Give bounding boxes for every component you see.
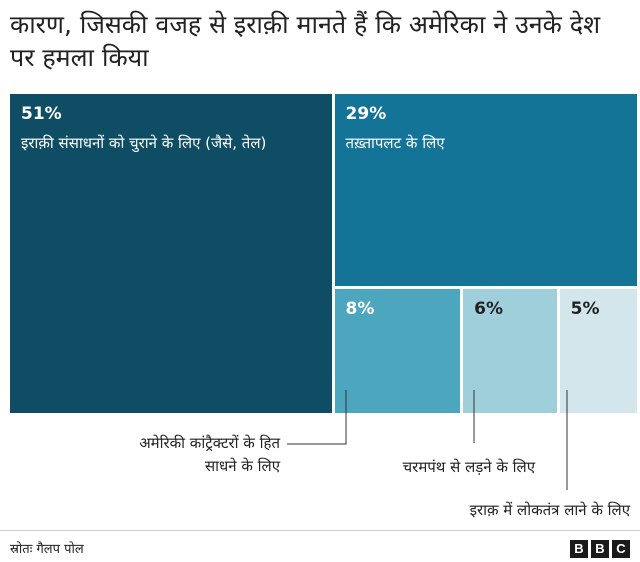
tile-democracy-percent: 5% xyxy=(570,298,600,319)
tile-coup: 29% तख़्तापलट के लिए xyxy=(334,94,640,289)
annotation-democracy: इराक़ में लोकतंत्र लाने के लिए xyxy=(469,501,630,519)
annotation-extremism: चरमपंथ से लड़ने के लिए xyxy=(402,458,535,476)
tile-coup-label: तख़्तापलट के लिए xyxy=(345,134,445,152)
tile-democracy: 5% xyxy=(559,288,640,416)
tile-extremism: 6% xyxy=(463,288,560,416)
tile-resources: 51% इराक़ी संसाधनों को चुराने के लिए (जै… xyxy=(10,94,335,416)
leader-line-contractors xyxy=(287,390,347,445)
annotation-contractors-line2: साधने के लिए xyxy=(205,457,280,475)
chart-title: कारण, जिसकी वजह से इराक़ी मानते हैं कि अ… xyxy=(10,10,601,72)
bbc-logo-letter-1: B xyxy=(570,540,588,558)
footer-divider xyxy=(0,530,640,531)
tile-resources-label: इराक़ी संसाधनों को चुराने के लिए (जैसे, … xyxy=(21,134,267,152)
tile-contractors: 8% xyxy=(334,288,464,416)
tile-extremism-percent: 6% xyxy=(474,298,504,319)
source-text: स्रोतः गैलप पोल xyxy=(10,542,84,557)
bbc-logo-letter-2: B xyxy=(591,540,609,558)
annotation-contractors: अमेरिकी कांट्रैक्टरों के हित साधने के लि… xyxy=(0,432,280,478)
bbc-logo-letter-3: C xyxy=(612,540,630,558)
bbc-logo: B B C xyxy=(570,540,630,558)
tile-contractors-percent: 8% xyxy=(345,298,375,319)
tile-resources-percent: 51% xyxy=(21,104,62,124)
tile-coup-percent: 29% xyxy=(345,104,387,124)
annotation-contractors-line1: अमेरिकी कांट्रैक्टरों के हित xyxy=(139,434,280,452)
